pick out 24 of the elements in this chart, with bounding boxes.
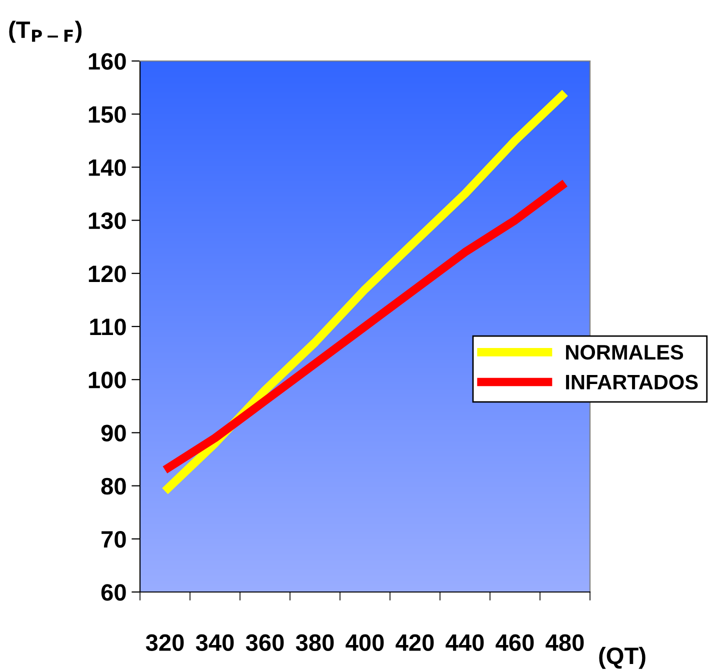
x-tick-label: 380 xyxy=(296,634,334,652)
x-tick-label: 320 xyxy=(146,634,184,652)
y-tick-label: 60 xyxy=(101,584,126,601)
x-tick-label: 460 xyxy=(496,634,534,652)
y-tick-label: 80 xyxy=(101,478,126,495)
y-tick-label: 90 xyxy=(101,424,126,442)
x-tick-label: 360 xyxy=(246,634,284,652)
legend-label: NORMALES xyxy=(566,344,684,360)
legend-label: INFARTADOS xyxy=(566,374,698,390)
x-tick-label: 420 xyxy=(396,634,434,652)
y-tick-label: 110 xyxy=(90,318,126,336)
x-tick-label: 340 xyxy=(196,634,234,652)
y-tick-label: 130 xyxy=(88,212,126,230)
x-axis-title: (QT) xyxy=(599,646,646,669)
x-tick-label: 400 xyxy=(346,634,384,652)
y-tick-label: 120 xyxy=(88,265,126,282)
y-axis-title: (T$_{P−F}$) xyxy=(9,20,82,43)
y-tick-label: 160 xyxy=(88,53,126,70)
y-tick-label: 140 xyxy=(88,159,126,176)
y-tick-label: 100 xyxy=(88,372,126,388)
y-tick-label: 70 xyxy=(102,530,126,548)
y-tick-label: 150 xyxy=(88,106,126,123)
x-tick-label: 440 xyxy=(446,634,484,652)
x-tick-label: 480 xyxy=(546,634,584,652)
